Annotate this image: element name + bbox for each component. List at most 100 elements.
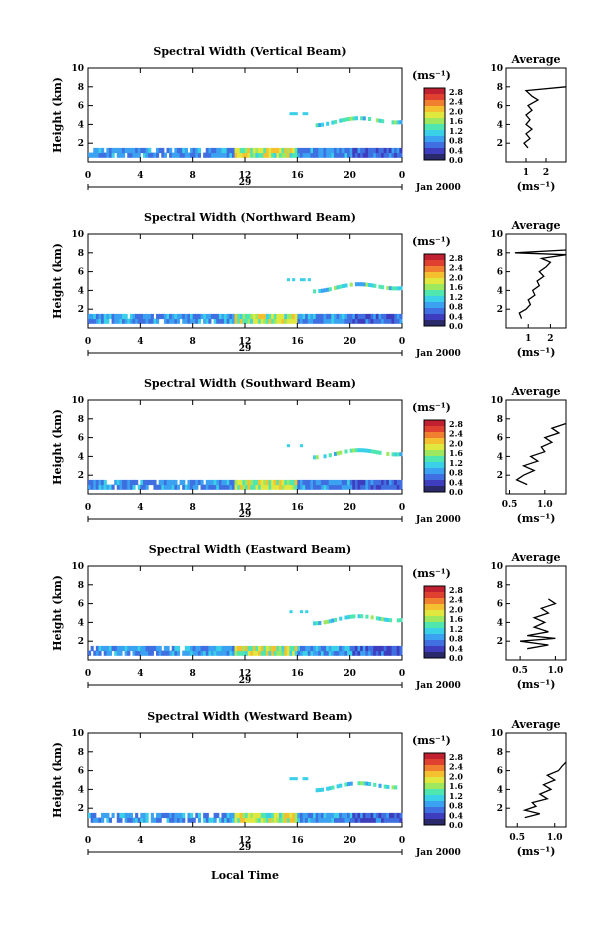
heatmap-cell: [95, 645, 99, 652]
heatmap-cell: [381, 313, 385, 320]
heatmap-cell: [208, 484, 212, 490]
heatmap-cell: [373, 449, 377, 454]
avg-y-tick-label: 10: [490, 64, 503, 74]
colorbar-segment: [424, 278, 445, 285]
heatmap-cell: [116, 650, 120, 656]
heatmap-cell: [213, 650, 217, 656]
heatmap-cell: [396, 452, 400, 457]
heatmap-cell: [216, 318, 220, 324]
heatmap-cell: [108, 645, 113, 652]
x-tick-label: 8: [190, 669, 196, 679]
heatmap-cell: [140, 484, 144, 490]
heatmap-cell: [268, 484, 272, 490]
heatmap-cell: [101, 313, 105, 320]
heatmap-cell: [328, 147, 332, 154]
heatmap-cell: [237, 484, 241, 490]
heatmap-cell: [135, 650, 139, 656]
heatmap-cell: [271, 817, 275, 823]
heatmap-cell: [276, 479, 280, 486]
heatmap-cell: [237, 650, 241, 656]
heatmap-cell: [349, 152, 353, 158]
heatmap-cell: [367, 645, 372, 652]
heatmap-cell: [203, 812, 207, 819]
heatmap-cell: [260, 313, 264, 320]
heatmap-cell: [344, 479, 348, 486]
heatmap-cell: [231, 650, 236, 656]
heatmap-cell: [216, 484, 220, 490]
heatmap-cell: [171, 650, 175, 656]
heatmap-cell: [320, 122, 324, 127]
colorbar-segment: [424, 474, 445, 481]
x-tick-label: 16: [291, 337, 304, 347]
heatmap-cell: [365, 484, 369, 490]
heatmap-cell: [352, 448, 356, 453]
heatmap-cell: [320, 479, 324, 486]
heatmap-cell: [169, 812, 173, 819]
heatmap-cell: [127, 318, 131, 324]
heatmap-cell: [124, 318, 128, 324]
heatmap-cell: [289, 650, 293, 656]
heatmap-cell: [344, 817, 348, 823]
heatmap-cell: [98, 152, 102, 158]
heatmap-cell: [302, 650, 306, 656]
y-axis-label: Height (km): [51, 575, 64, 651]
heatmap-cell: [90, 479, 94, 486]
x-tick-label: 0: [85, 836, 91, 846]
heatmap-cell: [391, 785, 395, 790]
colorbar-tick-label: 2.8: [449, 585, 463, 595]
heatmap-cell: [174, 318, 178, 324]
heatmap-cell: [279, 650, 283, 656]
heatmap-cell: [396, 147, 400, 154]
heatmap-cell: [339, 783, 343, 788]
heatmap-cell: [224, 645, 228, 652]
heatmap-cell: [333, 484, 338, 490]
heatmap-cell: [328, 645, 332, 652]
heatmap-cell: [383, 147, 387, 154]
heatmap-cell: [386, 285, 390, 290]
average-axes-box: [505, 67, 567, 163]
colorbar-tick-label: 2.4: [449, 97, 463, 107]
heatmap-cell: [299, 484, 304, 490]
heatmap-cell: [333, 147, 338, 154]
heatmap-cell: [302, 112, 306, 116]
heatmap-cell: [213, 484, 217, 490]
heatmap-cell: [339, 152, 343, 158]
heatmap-cell: [349, 313, 353, 320]
heatmap-cell: [388, 484, 393, 490]
heatmap-cell: [161, 484, 165, 490]
heatmap-cell: [344, 645, 348, 652]
heatmap-cell: [336, 645, 340, 652]
heatmap-cell: [184, 650, 188, 656]
heatmap-cell: [231, 313, 236, 320]
heatmap-cell: [391, 650, 395, 656]
heatmap-cell: [388, 645, 393, 652]
heatmap-cell: [197, 479, 202, 486]
heatmap-cell: [169, 479, 173, 486]
heatmap-cell: [247, 484, 251, 490]
colorbar-segment: [424, 106, 445, 113]
colorbar-box: [423, 253, 446, 327]
heatmap-cell: [129, 817, 133, 823]
heatmap-cell: [289, 812, 293, 819]
heatmap-cell: [260, 817, 264, 823]
heatmap-cell: [344, 318, 348, 324]
x-tick-label: 0: [399, 171, 405, 181]
average-title: Average: [510, 53, 560, 66]
heatmap-cell: [273, 318, 277, 324]
heatmap-cell: [263, 147, 267, 154]
heatmap-cell: [373, 817, 377, 823]
y-tick-label: 2: [78, 139, 84, 149]
heatmap-cell: [132, 313, 136, 320]
heatmap-cell: [279, 152, 283, 158]
heatmap-cell: [93, 484, 97, 490]
heatmap-cell: [396, 318, 400, 324]
heatmap-cell: [313, 484, 317, 490]
heatmap-cell: [347, 782, 351, 787]
heatmap-cell: [302, 278, 306, 282]
heatmap-cell: [135, 318, 139, 324]
heatmap-cell: [333, 313, 338, 320]
heatmap-cell: [174, 812, 178, 819]
heatmap-cell: [307, 479, 311, 486]
heatmap-cell: [103, 479, 107, 486]
heatmap-cell: [156, 152, 160, 158]
